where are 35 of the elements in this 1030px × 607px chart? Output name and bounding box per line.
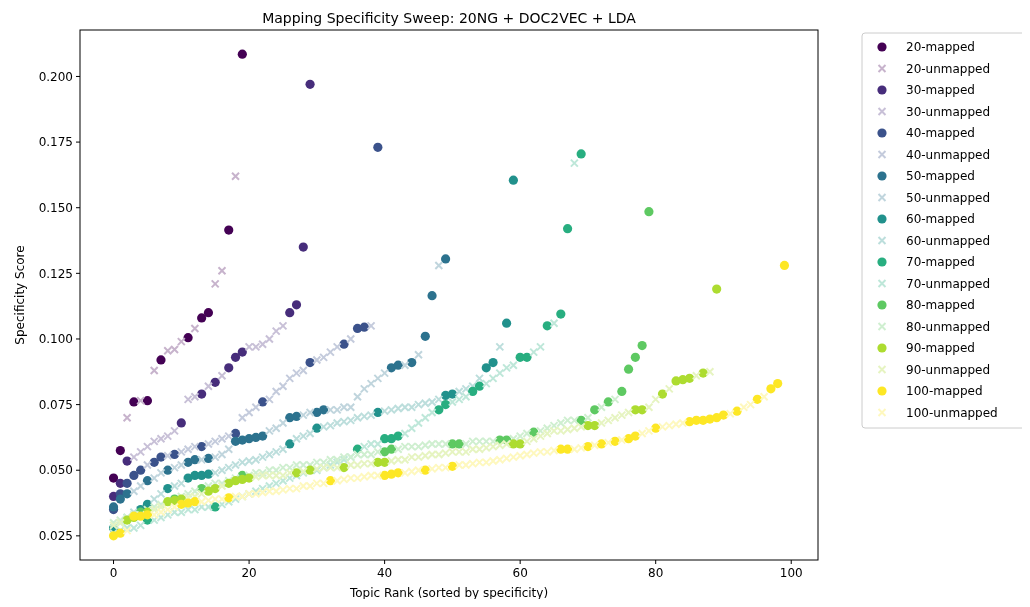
legend-label: 60-unmapped [906,233,991,248]
y-tick-label: 0.175 [38,135,73,150]
y-axis-title: Specificity Score [13,245,27,345]
legend-label: 100-unmapped [906,405,998,420]
legend-label: 30-unmapped [906,104,991,119]
legend-label: 80-mapped [906,298,975,313]
legend-label: 60-mapped [906,212,975,227]
x-axis-title: Topic Rank (sorted by specificity) [348,586,549,600]
chart-title: Mapping Specificity Sweep: 20NG + DOC2VEC + LDA [262,10,637,26]
legend-label: 50-unmapped [906,190,991,205]
y-tick-label: 0.150 [38,200,73,215]
y-tick-label: 0.050 [38,463,73,478]
y-tick-label: 0.125 [38,266,73,281]
legend-label: 90-unmapped [906,362,991,377]
legend-label: 90-mapped [906,341,975,356]
y-tick-label: 0.200 [38,69,73,84]
legend-label: 70-mapped [906,255,975,270]
x-tick-label: 60 [512,566,528,580]
x-tick-label: 40 [376,566,393,580]
legend-label: 100-mapped [906,384,983,399]
legend-label: 70-unmapped [906,276,991,291]
x-tick-label: 80 [648,566,664,580]
x-tick-label: 0 [109,566,118,580]
y-tick-label: 0.100 [38,332,73,347]
x-tick-label: 20 [241,566,257,580]
legend-label: 20-unmapped [906,61,991,76]
x-tick-label: 100 [779,566,803,580]
legend-label: 30-mapped [906,83,975,98]
y-tick-label: 0.075 [38,397,73,412]
y-tick-label: 0.025 [38,529,73,544]
legend-label: 40-unmapped [906,147,991,162]
legend-label: 50-mapped [906,169,975,184]
legend-label: 40-mapped [906,126,975,141]
legend-label: 80-unmapped [906,319,991,334]
legend-label: 20-mapped [906,40,975,55]
